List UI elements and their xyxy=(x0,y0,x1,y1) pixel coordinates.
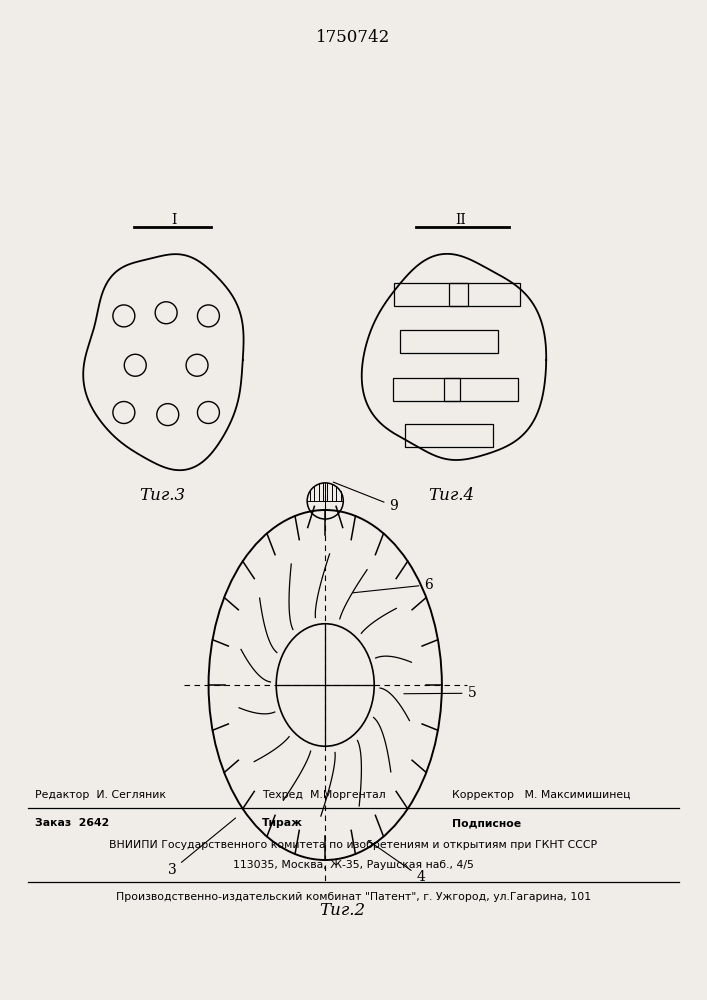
Text: I: I xyxy=(172,213,177,227)
Text: ВНИИПИ Государственного комитета по изобретениям и открытиям при ГКНТ СССР: ВНИИПИ Государственного комитета по изоб… xyxy=(110,840,597,850)
Bar xyxy=(393,378,460,401)
Bar xyxy=(395,283,468,306)
Text: Подписное: Подписное xyxy=(452,818,522,828)
Text: Производственно-издательский комбинат "Патент", г. Ужгород, ул.Гагарина, 101: Производственно-издательский комбинат "П… xyxy=(116,892,591,902)
Text: Τиг.2: Τиг.2 xyxy=(320,902,366,919)
Text: Корректор   М. Максимишинец: Корректор М. Максимишинец xyxy=(452,790,631,800)
Text: II: II xyxy=(455,213,466,227)
Text: Тираж: Тираж xyxy=(262,818,303,828)
Text: 1750742: 1750742 xyxy=(316,29,391,46)
Bar xyxy=(449,283,520,306)
Text: 5: 5 xyxy=(404,686,477,700)
Bar xyxy=(404,424,493,447)
Text: 6: 6 xyxy=(353,578,433,593)
Text: 113035, Москва, Ж-35, Раушская наб., 4/5: 113035, Москва, Ж-35, Раушская наб., 4/5 xyxy=(233,860,474,870)
Text: Техред  М.Моргентал: Техред М.Моргентал xyxy=(262,790,385,800)
Bar xyxy=(444,378,518,401)
Text: Редактор  И. Сегляник: Редактор И. Сегляник xyxy=(35,790,166,800)
Bar xyxy=(400,330,498,353)
Text: 3: 3 xyxy=(168,818,235,877)
Text: 9: 9 xyxy=(333,482,398,513)
Text: 4: 4 xyxy=(368,841,425,884)
Text: Τиг.3: Τиг.3 xyxy=(139,487,185,504)
Text: Заказ  2642: Заказ 2642 xyxy=(35,818,110,828)
Text: Τиг.4: Τиг.4 xyxy=(428,487,474,504)
